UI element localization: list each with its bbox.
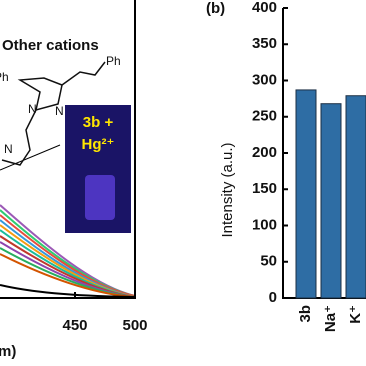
bar bbox=[295, 89, 317, 299]
y-axis-label: Intensity (a.u.) bbox=[219, 142, 236, 237]
y-tick-label: 400 bbox=[252, 0, 277, 16]
inset-vial bbox=[85, 175, 115, 220]
annotation: Ph bbox=[106, 54, 121, 68]
y-tick-label: 350 bbox=[252, 35, 277, 52]
inset-label: Hg²⁺ bbox=[82, 136, 115, 153]
x-axis-label: m) bbox=[0, 343, 16, 360]
y-tick-label: 50 bbox=[260, 253, 277, 270]
y-tick-label: 100 bbox=[252, 216, 277, 233]
bar bbox=[345, 95, 366, 299]
inset-label: 3b + bbox=[83, 114, 114, 131]
x-tick-label: 500 bbox=[122, 317, 147, 334]
x-tick-label: 3b bbox=[297, 305, 314, 323]
y-tick-label: 0 bbox=[269, 289, 277, 306]
annotation: Ph bbox=[0, 70, 9, 84]
annotation: N bbox=[28, 102, 37, 116]
bar bbox=[320, 103, 342, 299]
spectra-curves bbox=[0, 144, 136, 298]
y-tick-label: 150 bbox=[252, 180, 277, 197]
panel-label: (b) bbox=[206, 0, 225, 17]
annotation: Other cations bbox=[2, 37, 99, 54]
x-tick-label: K⁺ bbox=[347, 305, 364, 324]
y-tick-label: 200 bbox=[252, 144, 277, 161]
y-tick-label: 300 bbox=[252, 71, 277, 88]
annotation: N bbox=[55, 104, 64, 118]
x-tick-label: 450 bbox=[62, 317, 87, 334]
y-tick-label: 250 bbox=[252, 108, 277, 125]
annotation: N bbox=[4, 142, 13, 156]
x-tick-label: Na⁺ bbox=[322, 305, 339, 332]
structure bbox=[1, 61, 106, 166]
